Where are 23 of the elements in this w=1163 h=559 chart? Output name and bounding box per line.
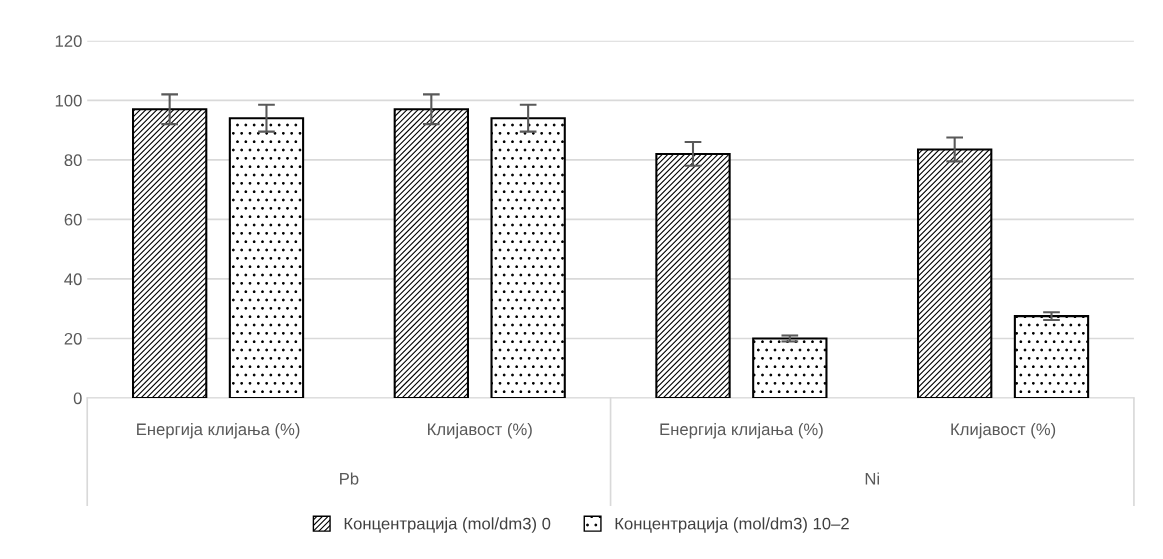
legend-label: Концентрација (mol/dm3) 0 — [344, 517, 551, 533]
y-tick-label: 100 — [55, 94, 82, 107]
y-tick-label: 80 — [64, 154, 82, 167]
bar — [131, 108, 208, 399]
bar — [917, 148, 993, 399]
bar — [655, 152, 731, 399]
y-tick-label: 20 — [64, 332, 82, 345]
y-tick-label: 40 — [64, 273, 82, 286]
x-tick-label: Клијавост (%) — [951, 423, 1056, 439]
x-tick-label: Енергија клијања (%) — [137, 423, 300, 439]
bar — [752, 337, 828, 399]
y-tick-label: 0 — [73, 392, 82, 405]
text: Ni — [865, 472, 879, 485]
legend-label: Концентрација (mol/dm3) 10–2 — [615, 517, 849, 533]
bar — [490, 117, 566, 399]
text: Pb — [340, 472, 359, 485]
x-tick-label: Клијавост (%) — [428, 423, 532, 439]
x-tick-label: Енергија клијања (%) — [660, 423, 823, 439]
y-tick-label: 120 — [55, 35, 82, 48]
bar — [393, 108, 469, 399]
bar — [1013, 315, 1090, 399]
bar — [228, 117, 305, 399]
y-tick-label: 60 — [64, 213, 82, 226]
